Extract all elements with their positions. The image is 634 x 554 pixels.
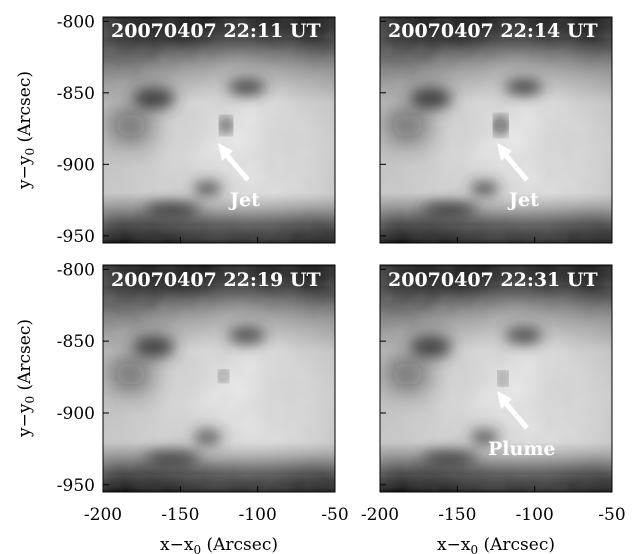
x-axis-label-right: x−x0 (Arcsec) <box>437 535 555 554</box>
panel-3-title: 20070407 22:19 UT <box>111 269 321 291</box>
y-tick-label: -950 <box>57 227 95 247</box>
arrow-up-left-icon <box>218 143 250 182</box>
panel-4: 20070407 22:31 UT Plume <box>379 264 613 493</box>
y-tick-label: -800 <box>57 260 95 280</box>
y-tick-label: -900 <box>57 155 95 175</box>
panel-1-annotation: Jet <box>228 189 260 211</box>
panel-1-image <box>103 17 335 243</box>
panel-2: 20070407 22:14 UT Jet <box>379 16 613 244</box>
y-tick-label: -850 <box>57 332 95 352</box>
axes: -200 -150 -100 -50 -200 -150 -100 -50 -800 -850 -9… <box>57 12 626 525</box>
y-tick-label: -800 <box>57 12 95 32</box>
x-tick-label: -200 <box>361 505 399 525</box>
panel-4-title: 20070407 22:31 UT <box>388 269 598 291</box>
arrow-up-left-icon <box>497 391 529 430</box>
panel-1: 20070407 22:11 UT Jet <box>102 16 336 244</box>
arrow-up-left-icon <box>497 143 529 182</box>
x-tick-label: -100 <box>516 505 554 525</box>
panel-3: 20070407 22:19 UT <box>102 264 336 493</box>
y-tick-label: -850 <box>57 84 95 104</box>
panel-2-image <box>380 17 612 243</box>
y-axis-label-top: y−y0 (Arcsec) <box>15 71 37 190</box>
x-tick-label: -100 <box>239 505 277 525</box>
panel-4-image <box>380 265 612 492</box>
panel-2-title: 20070407 22:14 UT <box>388 20 598 42</box>
panel-1-title: 20070407 22:11 UT <box>111 20 321 42</box>
x-tick-label: -150 <box>161 505 199 525</box>
x-tick-label: -50 <box>598 505 625 525</box>
x-axis-label-left: x−x0 (Arcsec) <box>160 535 278 554</box>
x-tick-label: -200 <box>84 505 122 525</box>
panel-2-annotation: Jet <box>507 189 539 211</box>
y-tick-label: -950 <box>57 476 95 496</box>
x-tick-label: -150 <box>438 505 476 525</box>
y-axis-label-bottom: y−y0 (Arcsec) <box>15 319 37 438</box>
panel-4-annotation: Plume <box>488 438 556 460</box>
panel-3-image <box>103 265 335 492</box>
x-tick-label: -50 <box>321 505 348 525</box>
y-tick-label: -900 <box>57 404 95 424</box>
